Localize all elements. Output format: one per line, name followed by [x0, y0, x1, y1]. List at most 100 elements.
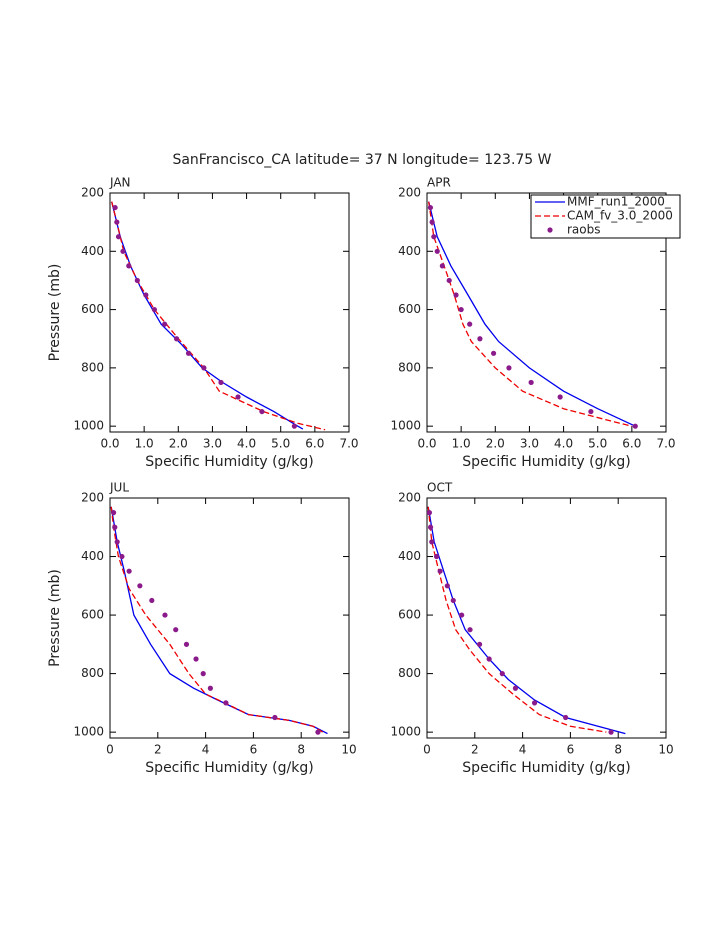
raob-point — [499, 671, 505, 677]
y-tick-label: 400 — [81, 549, 104, 563]
x-tick-label: 0 — [423, 743, 431, 757]
raob-point — [477, 336, 483, 342]
raob-point — [439, 263, 445, 269]
panel-label: OCT — [427, 481, 453, 495]
raob-point — [426, 510, 432, 516]
x-tick-label: 5.0 — [271, 437, 290, 451]
raob-point — [437, 568, 443, 574]
raob-point — [119, 553, 125, 560]
x-tick-label: 8 — [614, 743, 622, 757]
raob-point — [151, 306, 157, 313]
x-tick-label: 3.0 — [203, 437, 222, 451]
x-tick-label: 1.0 — [135, 437, 154, 451]
profile-line — [428, 201, 633, 427]
raob-point — [110, 510, 117, 516]
y-axis-label: Pressure (mb) — [47, 264, 63, 362]
raob-point — [459, 612, 465, 618]
x-tick-label: 8 — [297, 743, 305, 757]
raob-point — [433, 553, 440, 560]
x-tick-label: 6.0 — [305, 437, 324, 451]
raob-point — [162, 612, 168, 618]
plot-frame — [109, 192, 350, 433]
y-axis-label: Pressure (mb) — [47, 569, 63, 667]
y-tick-label: 600 — [398, 608, 421, 622]
raob-point — [207, 685, 213, 691]
raob-point — [149, 597, 155, 604]
x-tick-label: 6 — [250, 743, 258, 757]
raob-point — [528, 379, 534, 386]
raob-point — [112, 524, 118, 530]
raob-point — [114, 539, 120, 545]
x-axis-label: Specific Humidity (g/kg) — [462, 760, 630, 776]
profile-line — [110, 506, 324, 733]
raob-point — [126, 568, 132, 574]
x-tick-label: 7.0 — [656, 437, 675, 451]
legend-label: raobs — [567, 223, 601, 237]
y-tick-label: 600 — [398, 302, 421, 316]
legend-label: MMF_run1_2000_ — [567, 195, 672, 209]
raob-point — [185, 350, 192, 356]
raob-point — [218, 379, 224, 386]
y-tick-label: 600 — [81, 302, 104, 316]
x-tick-label: 2.0 — [169, 437, 188, 451]
raob-point — [114, 219, 120, 225]
y-tick-label: 800 — [81, 666, 104, 680]
legend-marker — [547, 227, 553, 233]
raob-point — [427, 524, 434, 530]
x-tick-label: 0 — [106, 743, 114, 757]
profile-line — [427, 506, 626, 735]
raob-point — [137, 583, 143, 589]
raob-point — [467, 627, 473, 633]
raob-point — [444, 583, 450, 589]
raob-point — [431, 234, 437, 240]
x-tick-label: 2.0 — [486, 437, 505, 451]
raob-point — [506, 365, 512, 371]
y-tick-label: 800 — [398, 666, 421, 680]
x-tick-label: 2 — [471, 743, 479, 757]
raob-point — [115, 234, 122, 240]
raob-point — [272, 714, 278, 721]
raob-point — [200, 671, 206, 677]
raob-point — [446, 277, 452, 284]
y-tick-label: 1000 — [390, 725, 421, 739]
profile-line — [111, 201, 326, 431]
profile-line — [427, 506, 607, 733]
raob-point — [173, 627, 179, 633]
y-tick-label: 400 — [81, 244, 104, 258]
raob-point — [134, 277, 140, 284]
profile-line — [110, 506, 328, 735]
raob-point — [201, 365, 207, 371]
raob-point — [563, 714, 569, 721]
raob-point — [259, 408, 265, 415]
raob-point — [557, 394, 563, 400]
raob-point — [486, 656, 492, 662]
plot-frame — [426, 192, 667, 433]
raob-point — [112, 204, 118, 211]
x-tick-label: 1.0 — [452, 437, 471, 451]
x-tick-label: 10 — [658, 743, 673, 757]
x-tick-label: 3.0 — [520, 437, 539, 451]
x-tick-label: 0.0 — [100, 437, 119, 451]
x-axis-label: Specific Humidity (g/kg) — [145, 760, 313, 776]
raob-point — [223, 700, 229, 706]
x-tick-label: 4.0 — [554, 437, 573, 451]
x-tick-label: 2 — [154, 743, 162, 757]
panel-label: JAN — [109, 176, 131, 190]
y-tick-label: 200 — [81, 491, 104, 505]
x-tick-label: 5.0 — [588, 437, 607, 451]
raob-point — [173, 336, 180, 342]
x-tick-label: 4 — [519, 743, 527, 757]
raob-point — [143, 292, 149, 298]
y-tick-label: 1000 — [73, 725, 104, 739]
x-tick-label: 7.0 — [339, 437, 358, 451]
y-tick-label: 1000 — [390, 419, 421, 433]
x-tick-label: 6 — [567, 743, 575, 757]
raob-point — [531, 700, 538, 706]
raob-point — [450, 597, 456, 604]
raob-point — [453, 292, 459, 298]
plot-frame — [109, 497, 350, 739]
raob-point — [458, 306, 464, 313]
y-tick-label: 800 — [398, 360, 421, 374]
x-tick-label: 0.0 — [417, 437, 436, 451]
